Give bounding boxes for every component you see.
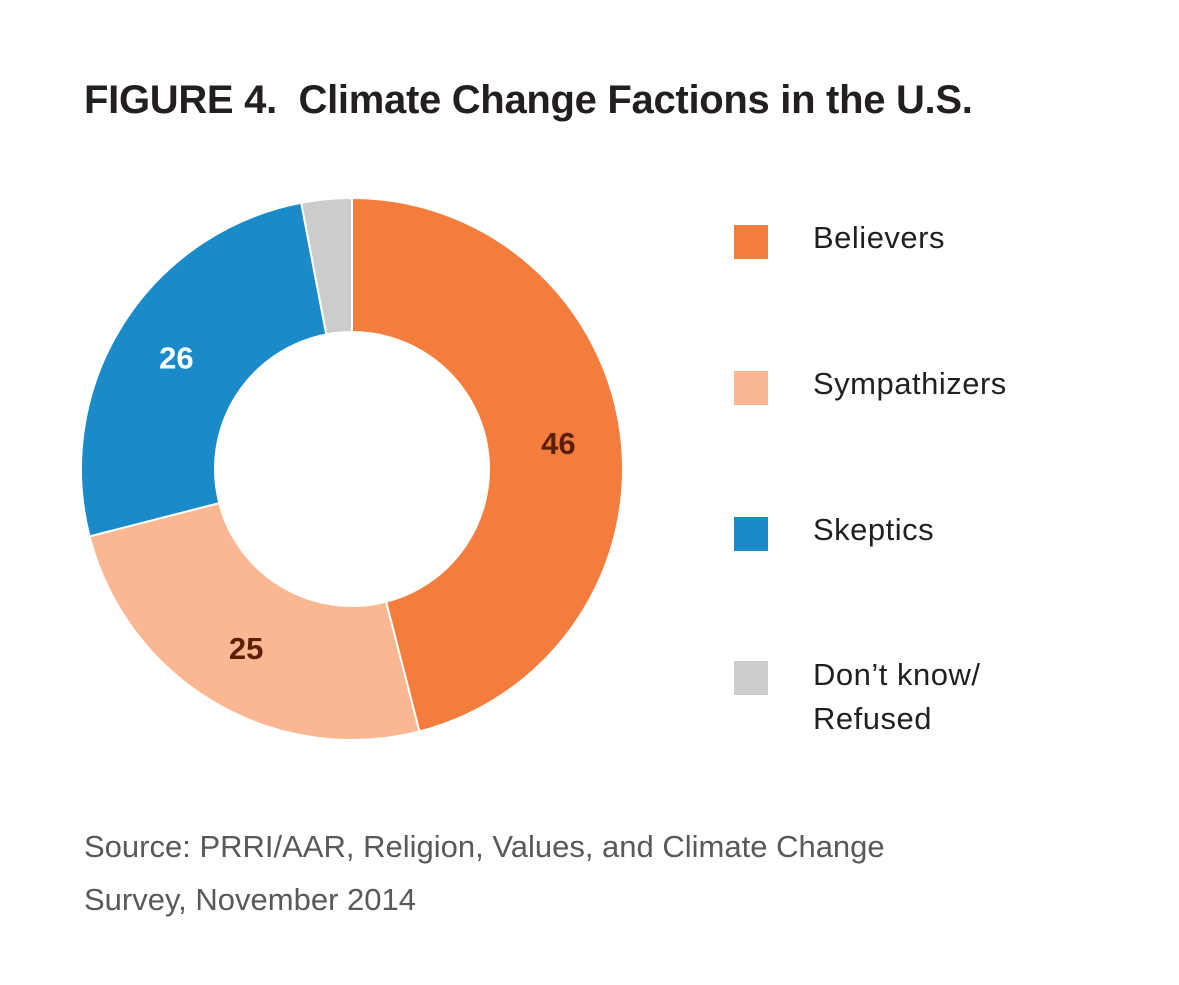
source-note: Source: PRRI/AAR, Religion, Values, and … [84,820,1084,926]
legend-swatch-sympathizers [734,371,768,405]
legend-label-dont-know: Don’t know/ Refused [813,653,980,741]
data-label-believers: 46 [541,426,575,461]
legend-label-skeptics: Skeptics [813,512,935,547]
legend-swatch-skeptics [734,517,768,551]
legend-label-believers: Believers [813,220,945,255]
data-label-sympathizers: 25 [229,631,263,666]
legend-label-dont-know-line1: Don’t know/ [813,657,981,692]
donut-slice-sympathizers [88,501,421,741]
legend-label-sympathizers: Sympathizers [813,366,1007,401]
source-line-1: Source: PRRI/AAR, Religion, Values, and … [84,829,885,864]
donut-slice-don-t-know-refused [300,196,353,336]
legend-swatch-dont-know [734,661,768,695]
chart-title: FIGURE 4. Climate Change Factions in the… [84,78,973,122]
source-line-2: Survey, November 2014 [84,882,416,917]
legend-label-dont-know-line2: Refused [813,701,932,736]
donut-slice-skeptics [80,201,328,538]
data-label-skeptics: 26 [159,341,193,376]
legend-swatch-believers [734,225,768,259]
donut-slice-believers [351,196,624,733]
